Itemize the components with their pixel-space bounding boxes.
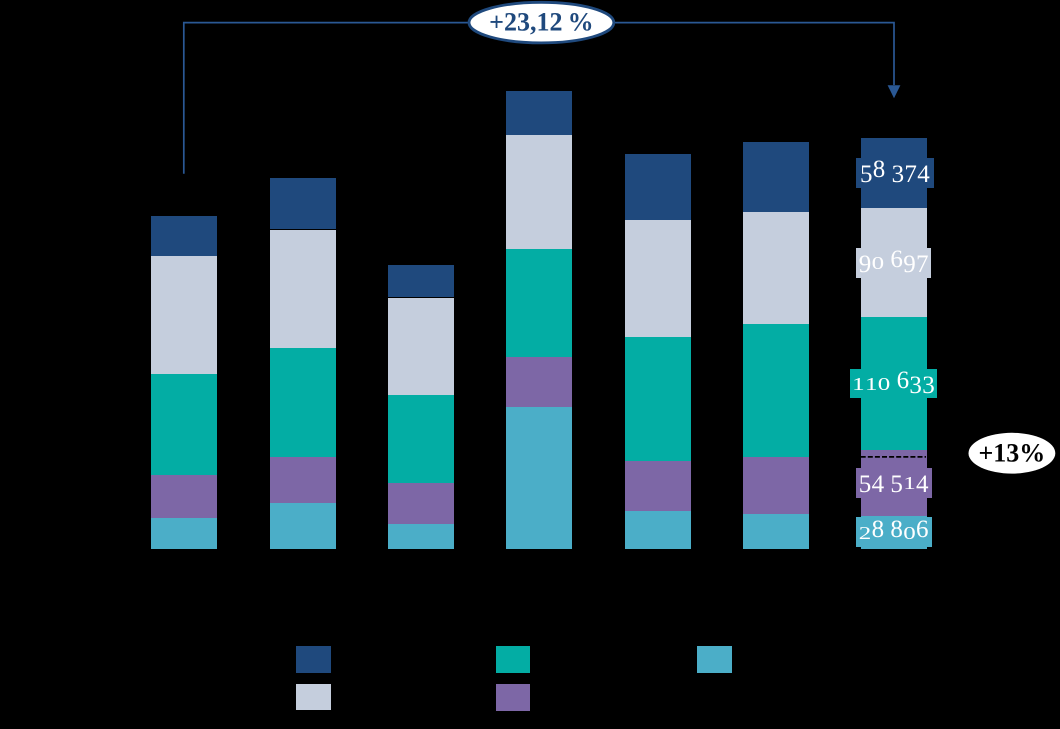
svg-text:+23,12 %: +23,12 %	[489, 7, 594, 36]
svg-text:+13%: +13%	[978, 439, 1045, 468]
